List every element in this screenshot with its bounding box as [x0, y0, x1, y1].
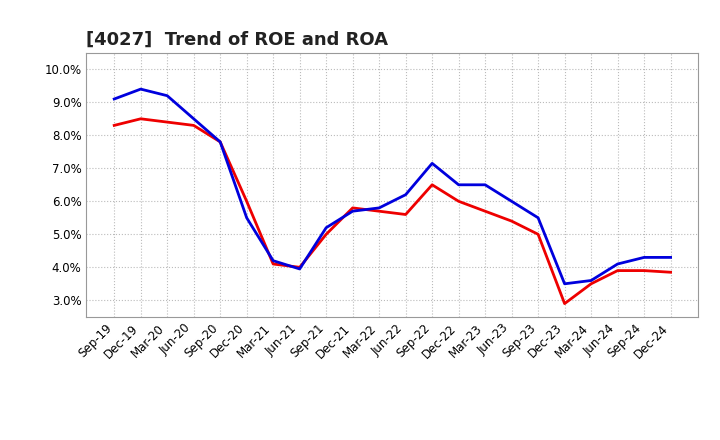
ROA [216, 139, 225, 144]
ROA [189, 116, 198, 121]
ROA [613, 261, 622, 267]
ROE [136, 116, 145, 121]
ROA [666, 255, 675, 260]
Line: ROE: ROE [114, 119, 670, 304]
ROE [534, 231, 542, 237]
ROA [348, 209, 357, 214]
ROE [348, 205, 357, 210]
ROE [666, 270, 675, 275]
ROE [110, 123, 119, 128]
ROE [295, 264, 304, 270]
ROA [640, 255, 649, 260]
ROA [110, 96, 119, 102]
ROA [375, 205, 384, 210]
ROE [481, 209, 490, 214]
ROE [454, 198, 463, 204]
ROE [322, 231, 330, 237]
ROA [481, 182, 490, 187]
ROA [534, 215, 542, 220]
ROE [560, 301, 569, 306]
ROA [322, 225, 330, 231]
ROA [428, 161, 436, 166]
ROE [640, 268, 649, 273]
Text: [4027]  Trend of ROE and ROA: [4027] Trend of ROE and ROA [86, 31, 388, 49]
ROE [613, 268, 622, 273]
ROA [454, 182, 463, 187]
ROA [401, 192, 410, 197]
ROE [243, 198, 251, 204]
ROA [269, 258, 277, 263]
ROA [243, 215, 251, 220]
ROA [587, 278, 595, 283]
ROE [375, 209, 384, 214]
ROA [295, 266, 304, 271]
ROE [269, 261, 277, 267]
ROE [508, 218, 516, 224]
ROE [216, 139, 225, 144]
ROE [163, 119, 171, 125]
ROA [163, 93, 171, 99]
ROE [428, 182, 436, 187]
ROA [136, 86, 145, 92]
Line: ROA: ROA [114, 89, 670, 284]
ROE [189, 123, 198, 128]
ROE [587, 281, 595, 286]
ROE [401, 212, 410, 217]
ROA [508, 198, 516, 204]
ROA [560, 281, 569, 286]
